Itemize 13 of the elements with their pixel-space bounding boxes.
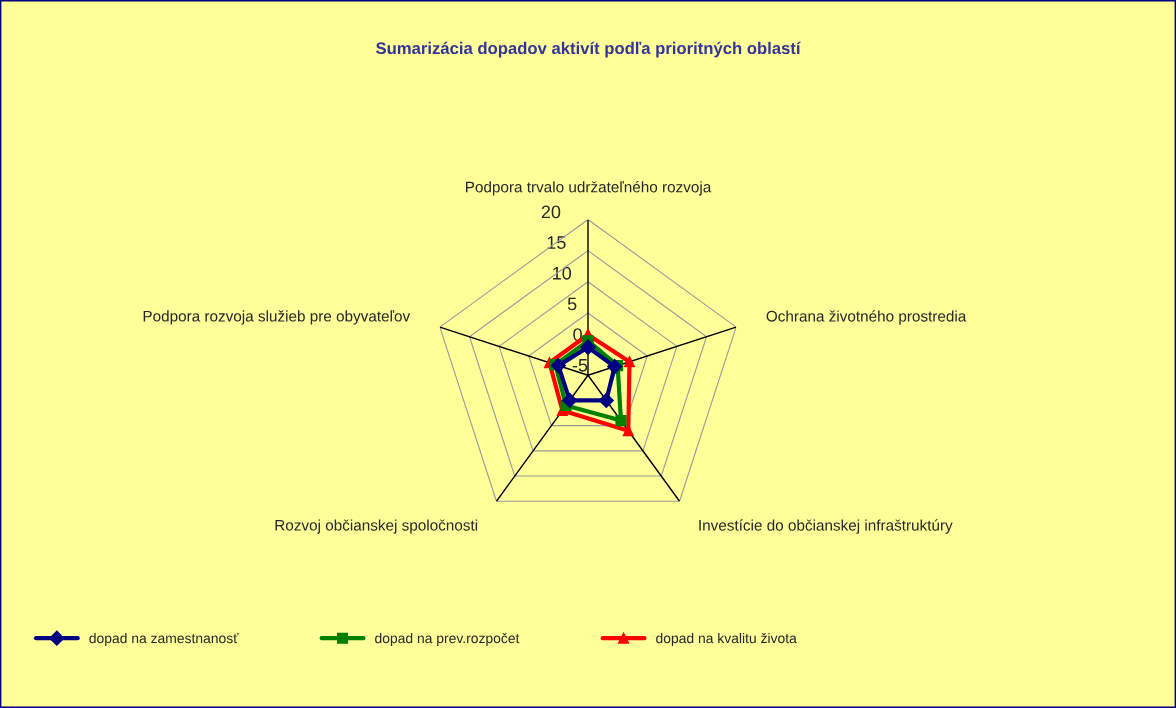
- y-tick-label: 5: [567, 297, 577, 311]
- y-tick-label: 20: [541, 205, 561, 219]
- legend-label: dopad na kvalitu života: [656, 632, 797, 646]
- y-tick-label: 10: [553, 266, 572, 280]
- y-tick-label: 15: [547, 236, 566, 249]
- legend-label: dopad na prev.rozpočet: [375, 632, 520, 646]
- spoke-label: Podpora rozvoja služieb pre obyvateľov: [143, 310, 411, 325]
- spoke-label: Rozvoj občianskej spoločnosti: [275, 519, 478, 534]
- chart-title: Sumarizácia dopadov aktivít podľa prioritných oblastí: [375, 41, 801, 58]
- spoke-label: Investície do občianskej infraštruktúry: [699, 519, 953, 534]
- spoke-label: Podpora trvalo udržateľného rozvoja: [466, 181, 712, 196]
- spoke-label: Ochrana životného prostredia: [766, 310, 967, 325]
- legend-label: dopad na zamestnanosť: [89, 632, 239, 646]
